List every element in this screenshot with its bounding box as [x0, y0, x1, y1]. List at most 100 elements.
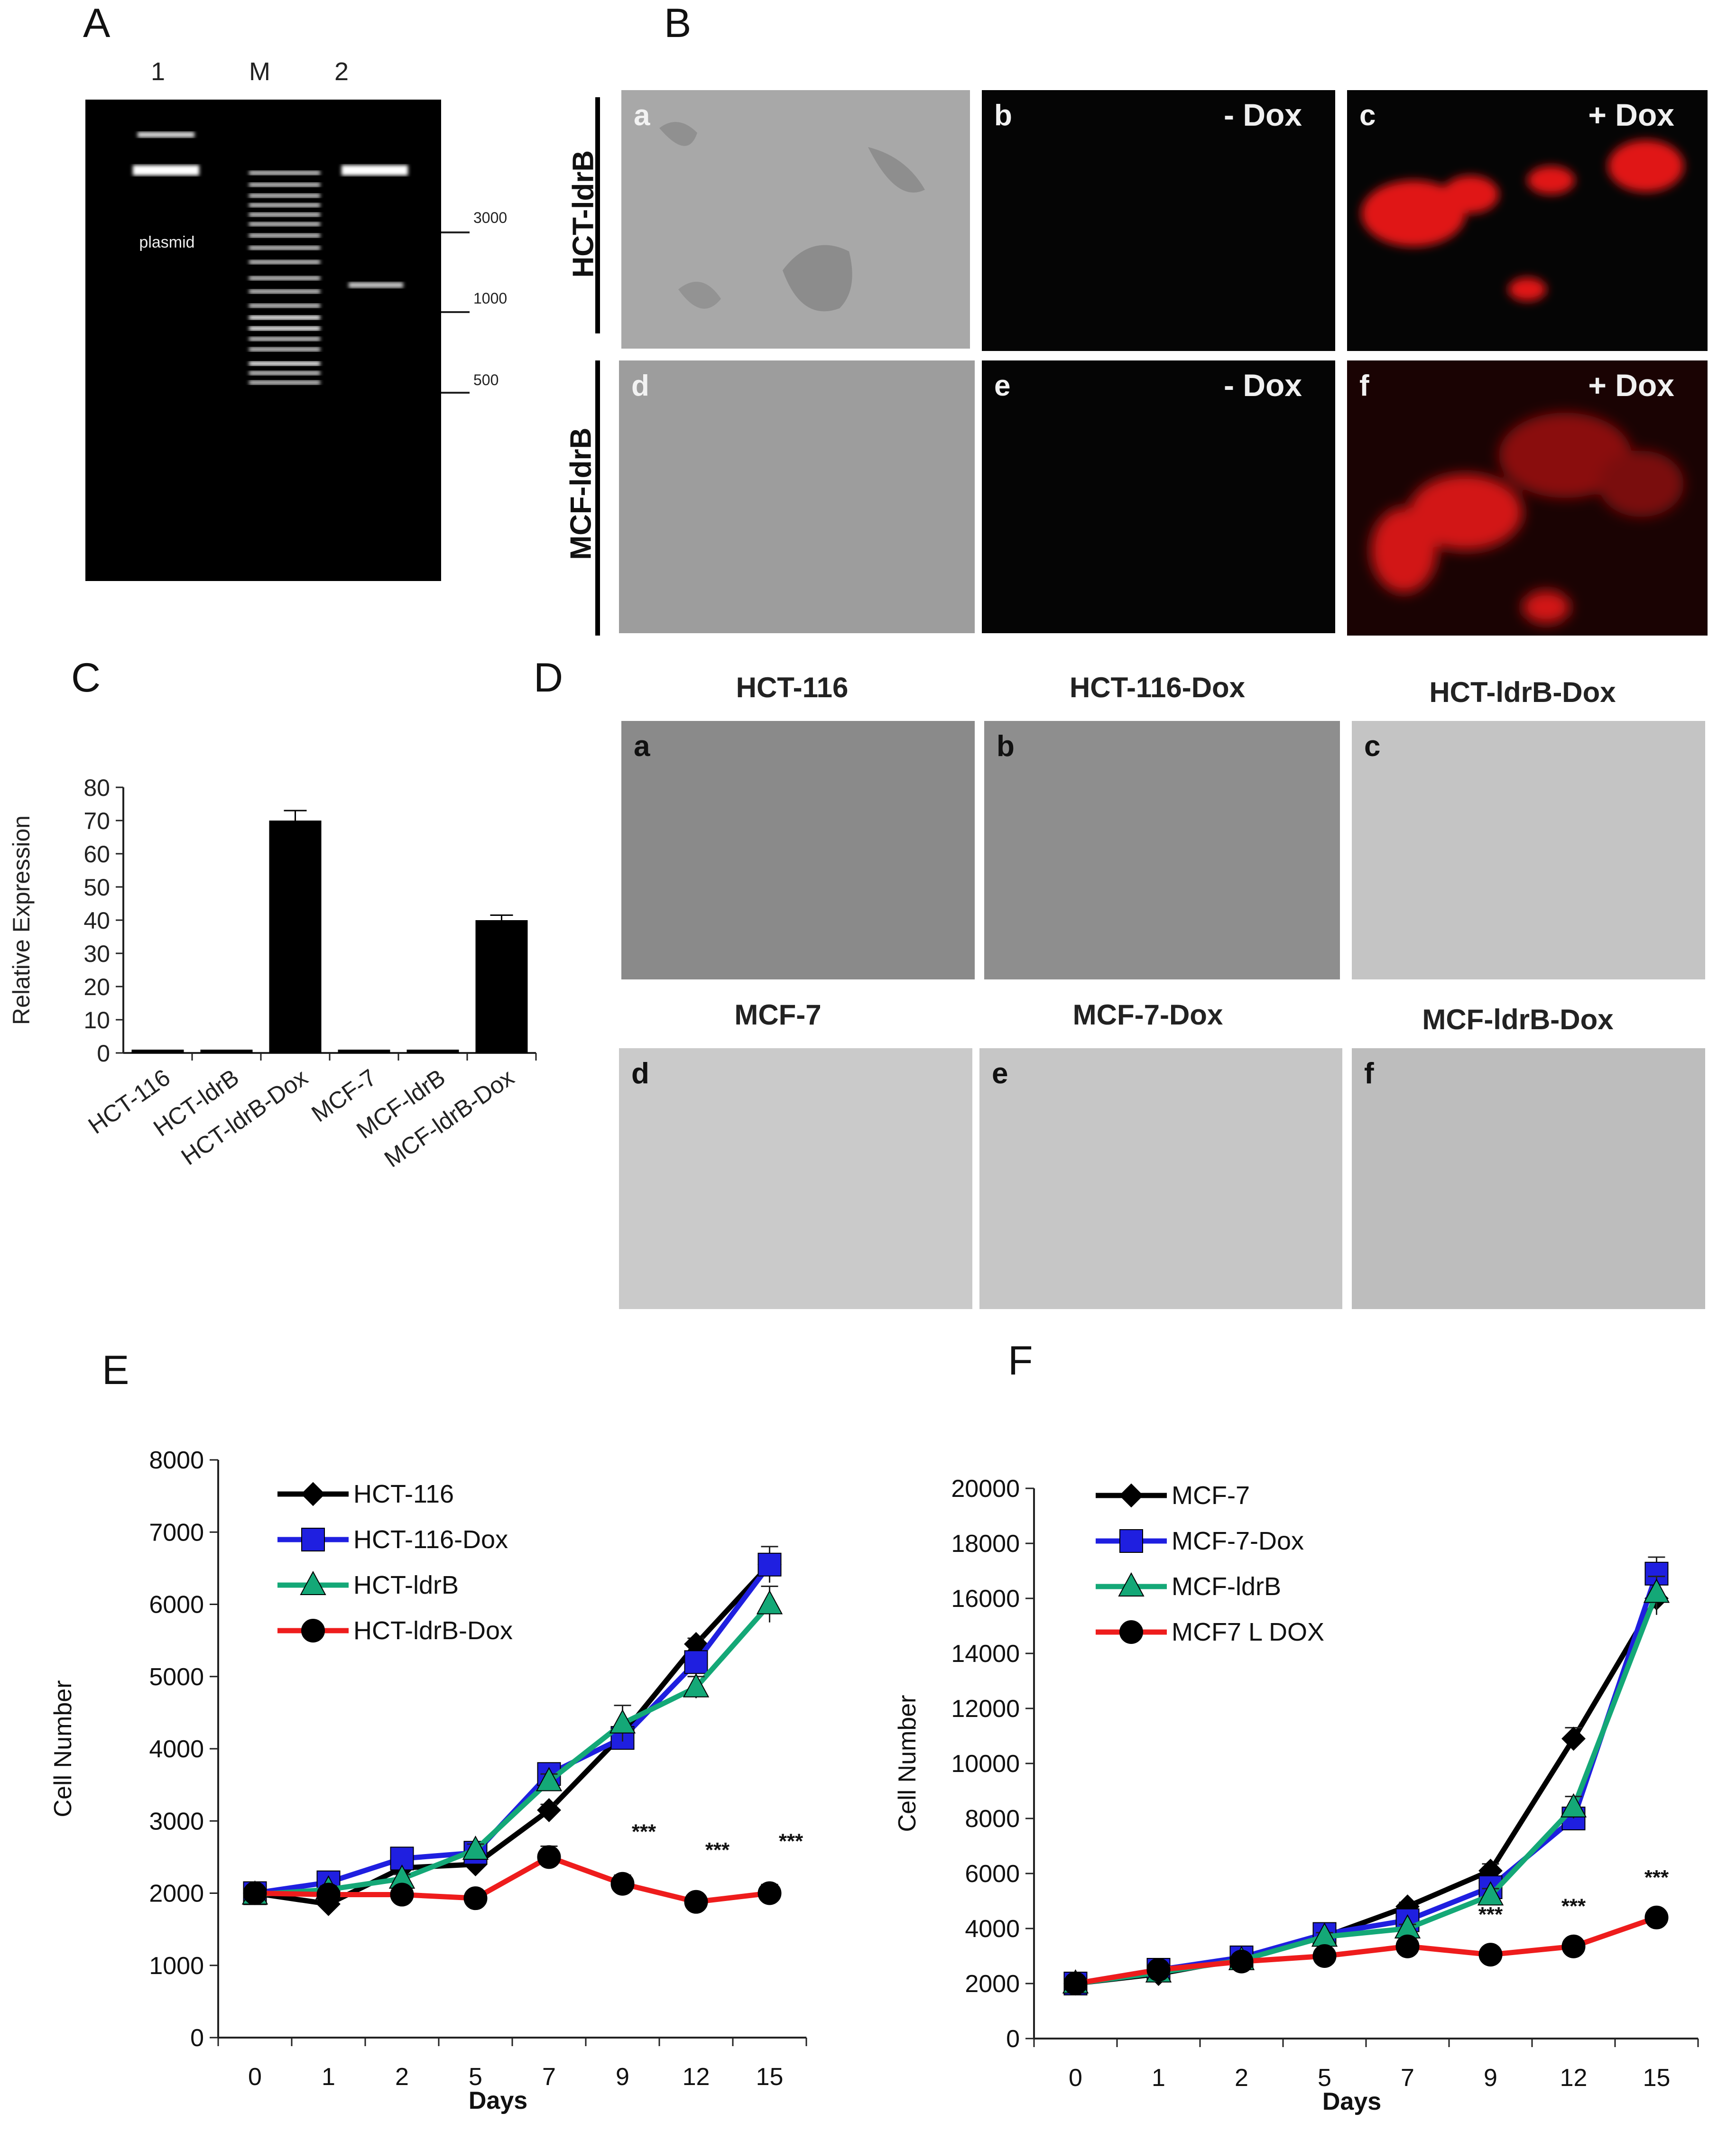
y-tick-label: 80 — [83, 775, 110, 801]
y-tick-label: 6000 — [965, 1860, 1020, 1888]
series-mcf-7-dox — [1063, 1556, 1669, 1995]
bar — [200, 1050, 253, 1053]
panel-label-d: D — [534, 655, 563, 701]
data-point — [1119, 1483, 1144, 1508]
cell-letter-a: a — [634, 730, 650, 763]
micrograph-d-c: c — [1352, 721, 1705, 979]
significance-label: *** — [1644, 1866, 1669, 1889]
ladder-mark-1000: 1000 — [473, 290, 507, 307]
y-tick-label: 12000 — [951, 1695, 1020, 1723]
legend-label: HCT-ldrB-Dox — [353, 1616, 513, 1645]
micrograph-mcf-ldrb-minus-dox: e - Dox — [982, 360, 1335, 633]
significance-label: *** — [779, 1830, 803, 1853]
y-tick-label: 6000 — [149, 1591, 204, 1619]
cell-letter-b: b — [997, 730, 1015, 763]
data-point — [1560, 1793, 1587, 1818]
x-tick-label: 7 — [1401, 2064, 1414, 2092]
panel-label-e: E — [102, 1347, 129, 1393]
row-label-hct-ldrb: HCT-ldrB — [567, 150, 600, 278]
ladder-band — [249, 315, 320, 320]
micrograph-d-b: b — [984, 721, 1340, 979]
x-tick-label: 12 — [683, 2063, 710, 2091]
y-tick-label: 1000 — [149, 1952, 204, 1980]
cell-letter-e: e — [992, 1057, 1008, 1090]
cell-texture — [659, 122, 925, 312]
d-title-mcf-ldrb-dox: MCF-ldrB-Dox — [1422, 1004, 1614, 1035]
gel-panel: plasmid — [85, 100, 441, 581]
x-tick-label: 15 — [756, 2063, 784, 2091]
y-tick-label: 5000 — [149, 1663, 204, 1691]
y-tick-label: 14000 — [951, 1640, 1020, 1668]
legend-entry: MCF-7-Dox — [1096, 1527, 1304, 1555]
data-point — [300, 1570, 326, 1595]
y-tick-label: 10000 — [951, 1750, 1020, 1778]
chart-mcf-growth: 0 2000 4000 6000 8000 10000 12000 14000 16000 180… — [894, 1475, 1699, 2115]
y-tick-label: 8000 — [965, 1805, 1020, 1833]
x-tick-label: 0 — [248, 2063, 262, 2091]
y-tick-label: 60 — [83, 841, 110, 867]
legend-label: MCF-7-Dox — [1172, 1527, 1304, 1555]
gel-band — [133, 165, 199, 175]
ladder-band — [249, 260, 320, 264]
panel-label-c: C — [71, 655, 101, 701]
y-tick-label: 3000 — [149, 1808, 204, 1835]
bar — [338, 1050, 390, 1053]
cell-letter-e: e — [994, 369, 1011, 402]
cell-letter-c: c — [1364, 730, 1381, 763]
fluorescence-signal — [1361, 140, 1684, 301]
d-title-hct-ldrb-dox: HCT-ldrB-Dox — [1429, 676, 1616, 708]
data-point — [1229, 1949, 1254, 1974]
ladder-band — [249, 304, 320, 308]
data-point — [536, 1767, 563, 1791]
series-mcf-ldrb — [1062, 1576, 1670, 1993]
data-point — [1478, 1943, 1503, 1967]
ladder-band — [249, 203, 320, 207]
data-point — [1063, 1972, 1088, 1995]
x-tick-label: 0 — [1069, 2064, 1082, 2092]
ladder-mark-3000: 3000 — [473, 209, 507, 226]
ladder-bands — [249, 171, 320, 385]
series-line — [254, 1563, 772, 1896]
ladder-band — [249, 171, 320, 175]
plasmid-label: plasmid — [139, 233, 194, 251]
micrograph-d-d: d — [619, 1048, 972, 1309]
series-line — [255, 1854, 770, 1905]
legend-label: HCT-116 — [353, 1480, 454, 1508]
ladder-band — [249, 380, 320, 385]
micrograph-mcf-ldrb-brightfield: d — [619, 360, 975, 633]
series-mcf7-l-dox — [1063, 1905, 1669, 1995]
x-tick-label: 2 — [1235, 2064, 1248, 2092]
y-tick-label: 70 — [83, 808, 110, 834]
gel-lane-label: 2 — [334, 57, 349, 86]
panel-label-f: F — [1008, 1338, 1033, 1384]
series-hct-ldrb-dox — [243, 1845, 782, 1914]
x-tick-label: 15 — [1643, 2064, 1671, 2092]
micrograph-hct-ldrb-minus-dox: b - Dox — [982, 90, 1335, 351]
x-tick-label: 7 — [542, 2063, 556, 2091]
fluorescence-signal — [1347, 360, 1708, 636]
legend-label: HCT-ldrB — [353, 1571, 459, 1599]
data-point — [1561, 1934, 1586, 1958]
x-tick-label: 1 — [322, 2063, 335, 2091]
gel-lane-label: 1 — [151, 57, 166, 86]
y-tick-label: 20000 — [951, 1475, 1020, 1503]
micrograph-mcf-ldrb-plus-dox: f + Dox — [1347, 360, 1708, 636]
legend-entry: HCT-116-Dox — [277, 1525, 508, 1554]
data-point — [1146, 1958, 1171, 1982]
gel-band — [349, 282, 403, 288]
y-tick-label: 18000 — [951, 1530, 1020, 1558]
dox-tag-plus: + Dox — [1588, 368, 1674, 403]
data-point — [757, 1881, 782, 1905]
data-point — [610, 1872, 635, 1896]
data-point — [462, 1836, 489, 1860]
bar — [131, 1050, 184, 1053]
row-bracket — [595, 97, 600, 333]
ladder-band — [249, 233, 320, 238]
cell-letter-f: f — [1359, 369, 1369, 402]
ladder-mark-500: 500 — [473, 371, 499, 388]
legend-entry: HCT-116 — [277, 1480, 454, 1508]
cell-letter-c: c — [1359, 99, 1376, 132]
bar — [475, 920, 528, 1053]
row-bracket — [595, 360, 600, 636]
